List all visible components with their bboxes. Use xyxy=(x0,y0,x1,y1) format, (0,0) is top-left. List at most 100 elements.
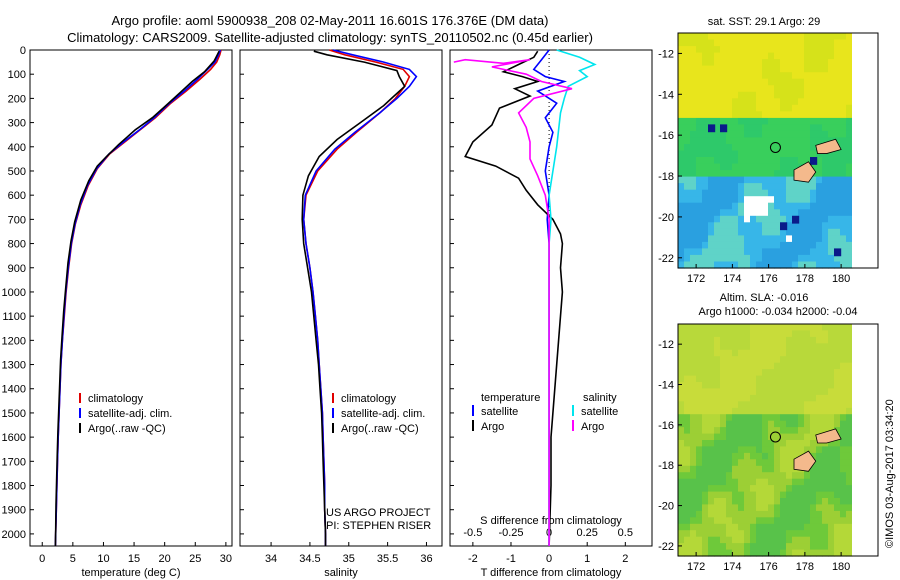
y-tick-label: 1900 xyxy=(2,505,26,517)
map-x-tick-label: 180 xyxy=(832,273,850,285)
map-frame xyxy=(677,323,879,557)
x-tick-label: 10 xyxy=(97,553,109,565)
chart-title-line1: Argo profile: aoml 5900938_208 02-May-20… xyxy=(111,13,549,28)
map-y-tick-label: -18 xyxy=(658,460,674,472)
x-tick-label: 20 xyxy=(159,553,171,565)
x-tick-label: 30 xyxy=(220,553,232,565)
series-line-salinity-argo xyxy=(453,58,573,546)
map-margin xyxy=(852,324,878,556)
y-tick-label: 2000 xyxy=(2,529,26,541)
legend-label: Argo xyxy=(581,421,604,433)
map-x-tick-label: 178 xyxy=(796,273,814,285)
x-tick-label: 34.5 xyxy=(299,553,320,565)
legend-header-temperature: temperature xyxy=(481,392,540,404)
t-tick-label: -2 xyxy=(468,553,478,565)
cold-pixel xyxy=(810,157,818,165)
legend-label: satellite-adj. clim. xyxy=(341,408,425,420)
legend-label: satellite-adj. clim. xyxy=(88,408,172,420)
plot-frame xyxy=(239,49,443,547)
y-tick-label: 1500 xyxy=(2,408,26,420)
x-axis-label: T difference from climatology xyxy=(481,567,622,579)
y-tick-label: 800 xyxy=(8,239,26,251)
legend-label: climatology xyxy=(88,393,144,405)
y-tick-label: 1800 xyxy=(2,481,26,493)
x-tick-label: 35.5 xyxy=(377,553,398,565)
series-line-climatology xyxy=(54,49,222,547)
project-annotation: US ARGO PROJECT xyxy=(326,507,431,519)
legend-label: Argo xyxy=(481,421,504,433)
map-x-tick-label: 172 xyxy=(687,561,705,573)
map-margin xyxy=(852,33,878,268)
map-y-tick-label: -22 xyxy=(658,253,674,265)
island-vanualevu xyxy=(815,138,842,154)
legend-label: Argo(..raw -QC) xyxy=(341,423,419,435)
map-y-tick-label: -12 xyxy=(658,48,674,60)
y-tick-label: 1600 xyxy=(2,432,26,444)
series-line-argo-raw-qc- xyxy=(301,50,406,546)
legend-header-salinity: salinity xyxy=(583,392,617,404)
x-tick-label: 25 xyxy=(189,553,201,565)
s-tick-label: 0.25 xyxy=(576,527,597,539)
x-axis-label: temperature (deg C) xyxy=(81,567,180,579)
island-vanualevu xyxy=(815,428,842,444)
map-y-tick-label: -14 xyxy=(658,89,674,101)
map-x-tick-label: 174 xyxy=(723,273,741,285)
legend-label: Argo(..raw -QC) xyxy=(88,423,166,435)
t-tick-label: 0 xyxy=(546,553,552,565)
argo-position-marker xyxy=(769,141,781,153)
y-tick-label: 1200 xyxy=(2,335,26,347)
map-x-tick-label: 176 xyxy=(759,561,777,573)
argo-position-marker xyxy=(769,431,781,443)
series-line-salinity-satellite xyxy=(548,49,597,546)
island-vitilevu xyxy=(793,161,817,183)
cold-pixel xyxy=(780,222,788,231)
plot-frame xyxy=(29,49,233,547)
cold-pixel xyxy=(708,124,716,133)
y-tick-label: 600 xyxy=(8,190,26,202)
y-tick-label: 900 xyxy=(8,263,26,275)
series-line-temperature-argo xyxy=(464,50,564,547)
y-tick-label: 1100 xyxy=(2,311,26,323)
map-y-tick-label: -14 xyxy=(658,380,674,392)
x-tick-label: 0 xyxy=(39,553,45,565)
s-tick-label: 0.5 xyxy=(618,527,633,539)
cold-pixel xyxy=(834,248,842,257)
y-tick-label: 400 xyxy=(8,142,26,154)
map-x-tick-label: 174 xyxy=(723,561,741,573)
cold-pixel xyxy=(792,215,800,224)
legend-label: satellite xyxy=(481,406,518,418)
s-axis-label: S difference from climatology xyxy=(480,515,622,527)
map-x-tick-label: 176 xyxy=(759,273,777,285)
legend-label: satellite xyxy=(581,406,618,418)
map-frame xyxy=(677,32,879,269)
series-line-argo-raw-qc- xyxy=(54,50,220,547)
x-tick-label: 15 xyxy=(128,553,140,565)
map-y-tick-label: -22 xyxy=(658,541,674,553)
map-y-tick-label: -20 xyxy=(658,212,674,224)
t-tick-label: 2 xyxy=(622,553,628,565)
t-tick-label: -1 xyxy=(506,553,516,565)
s-tick-label: -0.5 xyxy=(463,527,482,539)
series-line-satellite-adj-clim- xyxy=(302,49,418,546)
t-tick-label: 1 xyxy=(584,553,590,565)
x-tick-label: 35 xyxy=(343,553,355,565)
y-tick-label: 1300 xyxy=(2,360,26,372)
sst-map-title: sat. SST: 29.1 Argo: 29 xyxy=(707,16,821,28)
y-tick-label: 700 xyxy=(8,214,26,226)
y-tick-label: 300 xyxy=(8,118,26,130)
map-y-tick-label: -18 xyxy=(658,171,674,183)
map-y-tick-label: -12 xyxy=(658,339,674,351)
map-y-tick-label: -16 xyxy=(658,420,674,432)
map-y-tick-label: -16 xyxy=(658,130,674,142)
cold-pixel xyxy=(720,124,728,133)
y-tick-label: 0 xyxy=(20,45,26,57)
x-tick-label: 5 xyxy=(70,553,76,565)
y-tick-label: 1000 xyxy=(2,287,26,299)
sst-map xyxy=(677,32,879,269)
y-tick-label: 200 xyxy=(8,93,26,105)
s-tick-label: -0.25 xyxy=(498,527,523,539)
map-x-tick-label: 178 xyxy=(796,561,814,573)
imos-credit: ©IMOS 03-Aug-2017 03:34:20 xyxy=(884,399,896,548)
chart-title-line2: Climatology: CARS2009. Satellite-adjuste… xyxy=(67,30,593,45)
